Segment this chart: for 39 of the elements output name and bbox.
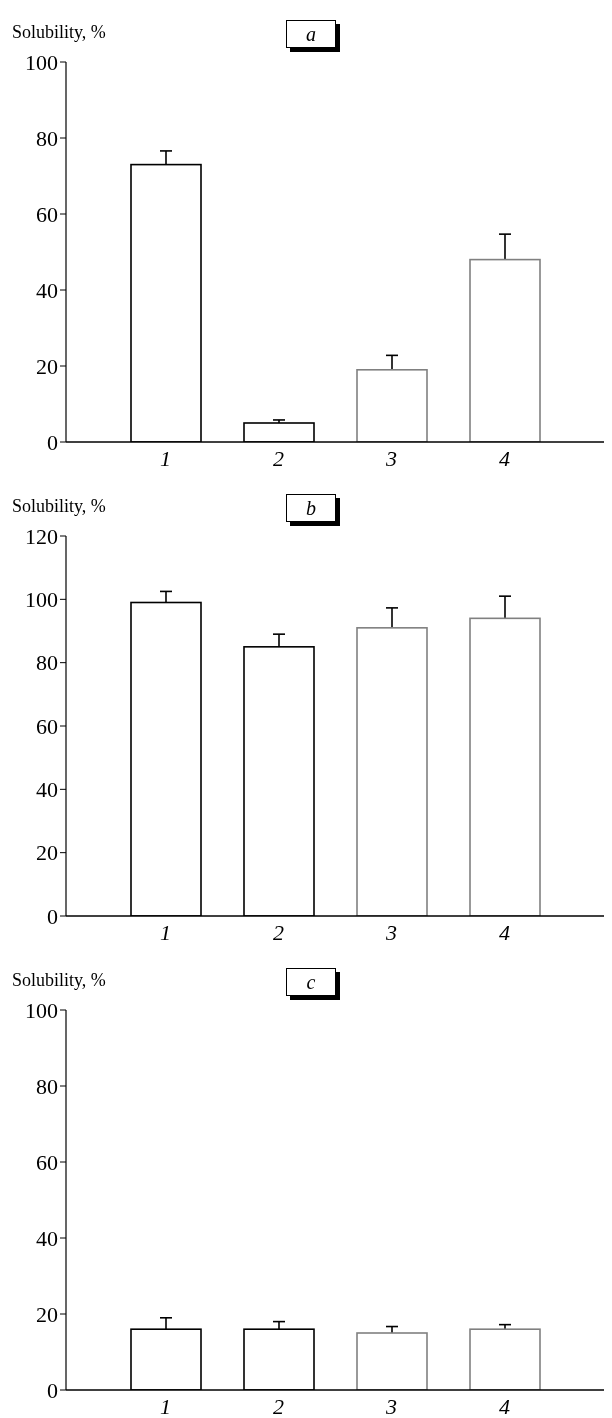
y-tick-label: 60 bbox=[36, 1149, 58, 1175]
y-tick-label: 100 bbox=[25, 587, 58, 613]
chart-title: a bbox=[286, 20, 336, 48]
y-tick-label: 120 bbox=[25, 523, 58, 549]
y-tick-label: 60 bbox=[36, 713, 58, 739]
y-tick-label: 100 bbox=[25, 997, 58, 1023]
y-tick-label: 20 bbox=[36, 1301, 58, 1327]
bar bbox=[469, 258, 541, 442]
chart-title: b bbox=[286, 494, 336, 522]
bar bbox=[356, 369, 428, 442]
y-tick-label: 20 bbox=[36, 840, 58, 866]
y-tick-label: 80 bbox=[36, 125, 58, 151]
x-tick-label: 4 bbox=[499, 1393, 510, 1418]
y-tick-label: 100 bbox=[25, 49, 58, 75]
y-tick-label: 0 bbox=[47, 429, 58, 455]
y-tick-label: 0 bbox=[47, 903, 58, 929]
y-tick-label: 40 bbox=[36, 777, 58, 803]
y-tick-label: 0 bbox=[47, 1377, 58, 1403]
x-tick-label: 2 bbox=[273, 445, 284, 471]
x-tick-label: 1 bbox=[160, 919, 171, 945]
y-tick-label: 80 bbox=[36, 1073, 58, 1099]
x-tick-label: 2 bbox=[273, 1393, 284, 1418]
y-tick-label: 20 bbox=[36, 353, 58, 379]
y-tick-label: 60 bbox=[36, 201, 58, 227]
x-tick-label: 3 bbox=[385, 1393, 397, 1418]
y-tick-label: 80 bbox=[36, 650, 58, 676]
y-axis-title: Solubility, % bbox=[12, 970, 106, 991]
y-tick-label: 40 bbox=[36, 1225, 58, 1251]
y-axis-title: Solubility, % bbox=[12, 22, 106, 43]
x-tick-label: 2 bbox=[273, 919, 284, 945]
x-tick-label: 4 bbox=[499, 919, 510, 945]
x-tick-label: 4 bbox=[499, 445, 510, 471]
x-tick-label: 3 bbox=[385, 445, 397, 471]
y-tick-label: 40 bbox=[36, 277, 58, 303]
x-tick-label: 3 bbox=[385, 919, 397, 945]
y-axis-title: Solubility, % bbox=[12, 496, 106, 517]
x-tick-label: 1 bbox=[160, 1393, 171, 1418]
chart-title: c bbox=[286, 968, 336, 996]
x-tick-label: 1 bbox=[160, 445, 171, 471]
